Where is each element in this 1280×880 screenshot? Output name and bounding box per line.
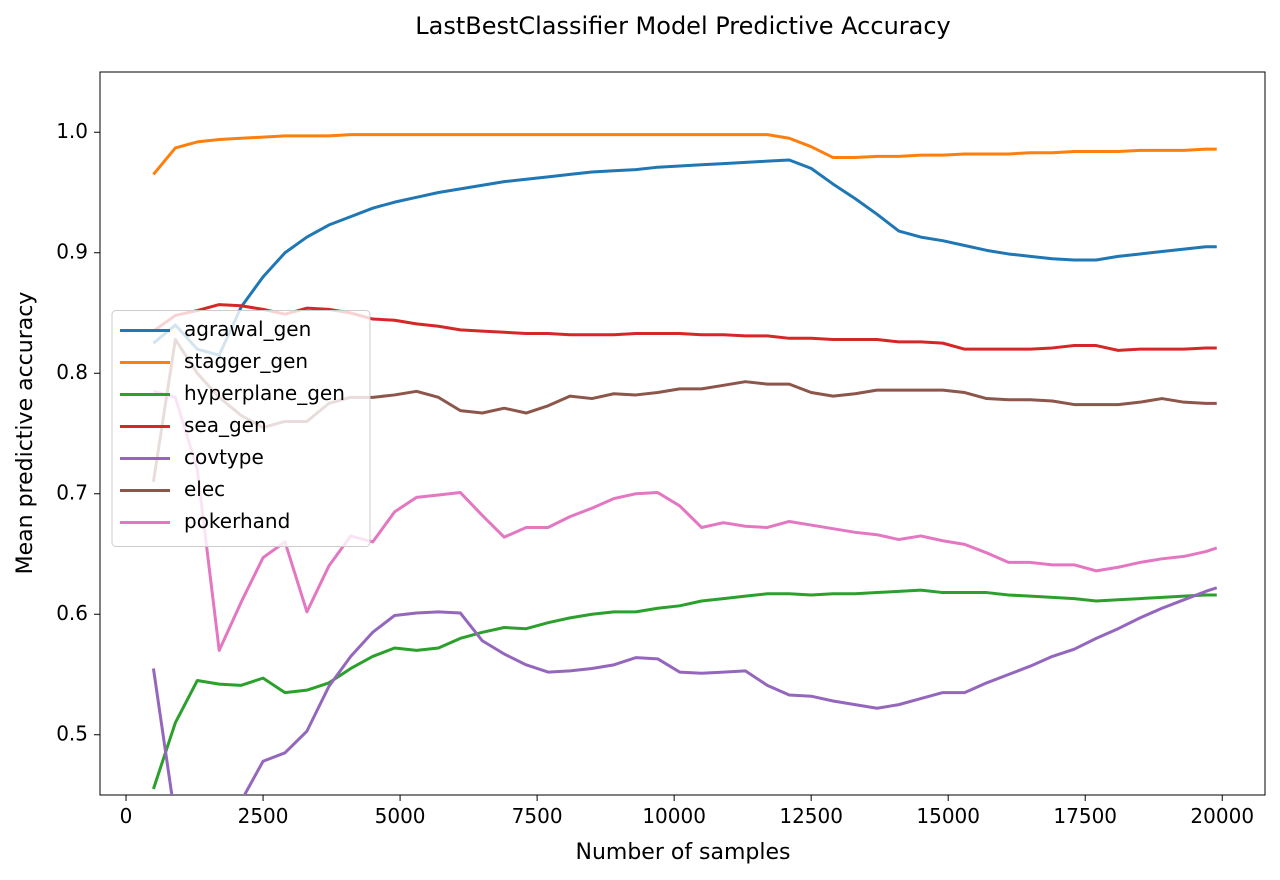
legend-label: agrawal_gen <box>184 317 311 341</box>
x-tick-label: 5000 <box>375 804 426 828</box>
legend-box <box>111 310 371 547</box>
x-tick-label: 12500 <box>779 804 843 828</box>
x-tick-label: 20000 <box>1190 804 1254 828</box>
legend-label: hyperplane_gen <box>184 381 345 405</box>
y-tick-label: 0.8 <box>56 360 88 384</box>
line-series <box>152 303 1217 352</box>
legend-label: pokerhand <box>184 509 290 533</box>
y-tick-label: 0.7 <box>56 480 88 504</box>
line-series <box>152 158 1217 357</box>
legend-label: elec <box>184 477 225 501</box>
y-tick-label: 1.0 <box>56 119 88 143</box>
chart-title: LastBestClassifier Model Predictive Accu… <box>415 12 951 40</box>
y-tick-label: 0.9 <box>56 239 88 263</box>
line-series <box>151 586 1218 795</box>
y-axis-label: Mean predictive accuracy <box>13 292 38 575</box>
x-tick-label: 0 <box>120 804 133 828</box>
line-series <box>152 133 1217 176</box>
x-tick-label: 10000 <box>642 804 706 828</box>
x-tick-label: 15000 <box>916 804 980 828</box>
legend-label: stagger_gen <box>184 349 308 373</box>
legend-label: covtype <box>184 445 264 469</box>
x-tick-label: 17500 <box>1053 804 1117 828</box>
legend-label: sea_gen <box>184 413 267 437</box>
x-tick-label: 2500 <box>238 804 289 828</box>
line-series <box>152 588 1217 790</box>
y-tick-label: 0.5 <box>56 721 88 745</box>
plot-frame <box>99 71 1266 796</box>
y-tick-label: 0.6 <box>56 601 88 625</box>
x-axis-label: Number of samples <box>575 840 790 865</box>
x-tick-label: 7500 <box>512 804 563 828</box>
line-series <box>153 389 1218 652</box>
